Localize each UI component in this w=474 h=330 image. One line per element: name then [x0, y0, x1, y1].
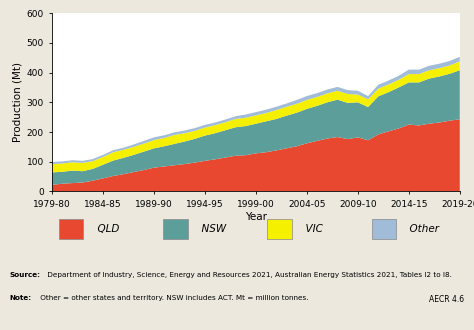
Text: Note:: Note:: [9, 295, 32, 301]
Text: Other = other states and territory. NSW includes ACT. Mt = million tonnes.: Other = other states and territory. NSW …: [38, 295, 309, 301]
Text: Source:: Source:: [9, 272, 40, 278]
Text: VIC: VIC: [299, 224, 323, 234]
Text: AECR 4.6: AECR 4.6: [429, 295, 465, 304]
Text: Other: Other: [403, 224, 439, 234]
Y-axis label: Production (Mt): Production (Mt): [12, 62, 22, 142]
X-axis label: Year: Year: [245, 212, 267, 221]
Text: Department of Industry, Science, Energy and Resources 2021, Australian Energy St: Department of Industry, Science, Energy …: [45, 272, 452, 278]
Text: NSW: NSW: [195, 224, 226, 234]
Text: QLD: QLD: [91, 224, 119, 234]
